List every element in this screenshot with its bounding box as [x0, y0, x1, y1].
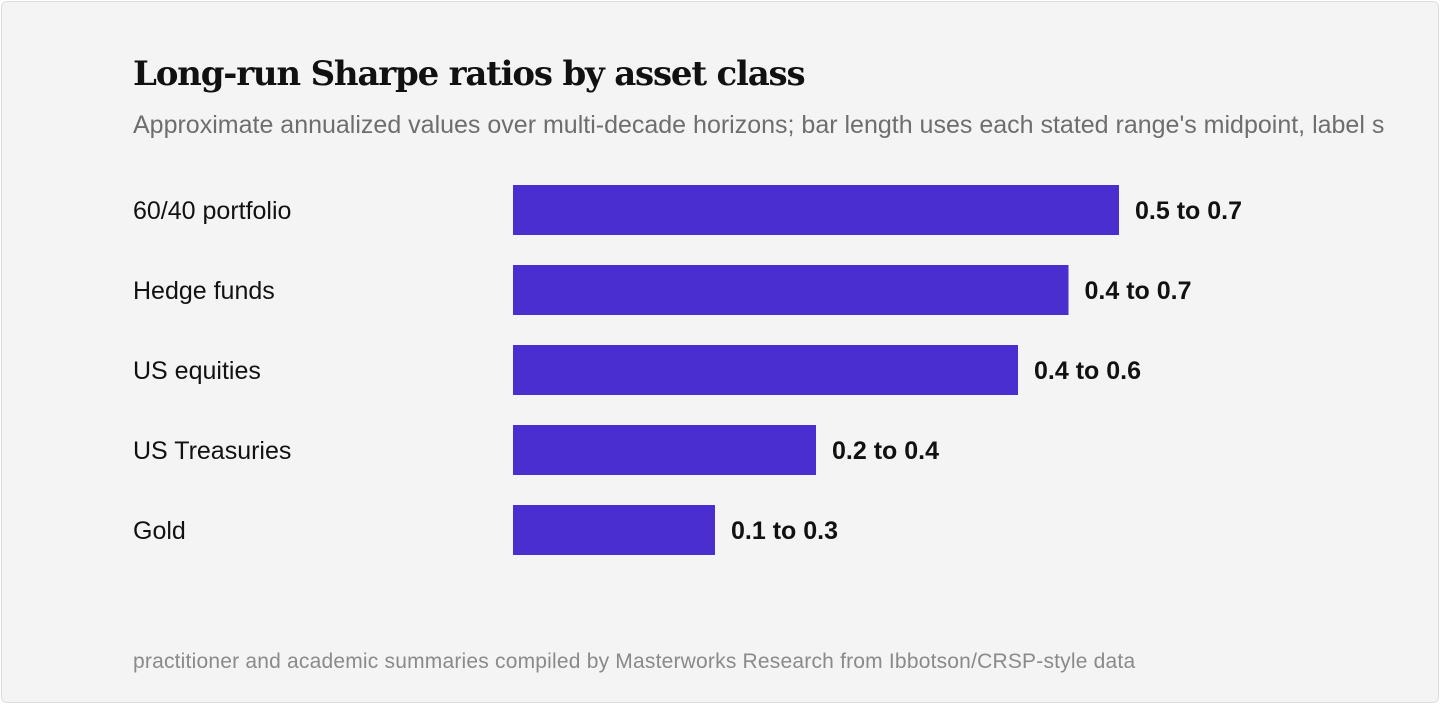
chart-subtitle: Approximate annualized values over multi… — [133, 111, 1385, 139]
bar-chart: 60/40 portfolio 0.5 to 0.7 Hedge funds 0.4 … — [133, 185, 1242, 555]
bar-gold — [513, 505, 715, 555]
value-label-us-equities: 0.4 to 0.6 — [1034, 357, 1141, 385]
category-label-60-40-portfolio: 60/40 portfolio — [133, 197, 291, 225]
value-label-hedge-funds: 0.4 to 0.7 — [1085, 277, 1192, 305]
bar-hedge-funds — [513, 265, 1069, 315]
value-label-us-treasuries: 0.2 to 0.4 — [832, 437, 939, 465]
bar-60-40-portfolio — [513, 185, 1119, 235]
bar-us-equities — [513, 345, 1018, 395]
chart-source-note: practitioner and academic summaries comp… — [133, 650, 1136, 673]
value-label-60-40-portfolio: 0.5 to 0.7 — [1135, 197, 1242, 225]
category-label-gold: Gold — [133, 517, 186, 545]
value-label-gold: 0.1 to 0.3 — [731, 517, 838, 545]
chart-title: Long-run Sharpe ratios by asset class — [133, 54, 806, 94]
category-label-us-equities: US equities — [133, 357, 261, 385]
bar-us-treasuries — [513, 425, 816, 475]
category-label-hedge-funds: Hedge funds — [133, 277, 275, 305]
category-label-us-treasuries: US Treasuries — [133, 437, 291, 465]
